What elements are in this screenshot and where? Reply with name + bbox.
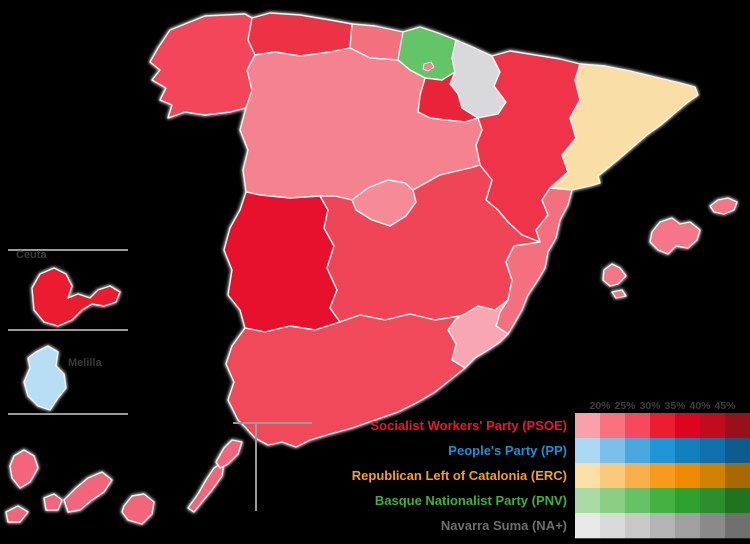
legend-swatch-pp-7 <box>725 438 750 464</box>
region-canary-islands <box>5 439 243 525</box>
legend-swatch-pnv-1 <box>575 488 601 514</box>
legend-swatch-na-plus-7 <box>725 513 750 539</box>
legend-swatch-pp-6 <box>700 438 726 464</box>
region-asturias <box>247 12 353 57</box>
legend-swatch-na-plus-5 <box>675 513 701 539</box>
canary-inset-corner-line <box>233 422 312 511</box>
region-balearic-islands <box>602 197 738 299</box>
island-ibiza <box>602 263 627 287</box>
legend-swatch-pp-3 <box>625 438 651 464</box>
legend: 20% 25% 30% 35% 40% 45% Socialist Workers' Pa… <box>352 400 750 539</box>
legend-swatch-pnv-4 <box>650 488 676 514</box>
island-tenerife <box>63 471 113 513</box>
legend-swatch-psoe-3 <box>625 413 651 439</box>
legend-swatch-pnv-2 <box>600 488 626 514</box>
island-la-gomera <box>43 493 63 511</box>
legend-swatch-erc-6 <box>700 463 726 489</box>
legend-swatch-pp-2 <box>600 438 626 464</box>
legend-label-erc: Republican Left of Catalonia (ERC) <box>352 468 567 483</box>
legend-scale-label-4: 35% <box>664 400 686 412</box>
legend-swatch-na-plus-1 <box>575 513 601 539</box>
legend-swatch-psoe-7 <box>725 413 750 439</box>
legend-scale-label-3: 30% <box>639 400 661 412</box>
legend-swatch-pp-5 <box>675 438 701 464</box>
legend-label-pp: People's Party (PP) <box>448 443 567 458</box>
legend-swatch-psoe-6 <box>700 413 726 439</box>
legend-label-na-plus: Navarra Suma (NA+) <box>441 518 567 533</box>
island-formentera <box>611 289 627 299</box>
region-trevino-enclave <box>422 61 435 72</box>
legend-swatch-pnv-5 <box>675 488 701 514</box>
region-extremadura <box>223 191 341 333</box>
island-gran-canaria <box>121 493 155 525</box>
ceuta-inset-label: Ceuta <box>16 249 47 261</box>
legend-scale-label-2: 25% <box>614 400 636 412</box>
region-ceuta <box>31 267 121 327</box>
legend-swatch-psoe-2 <box>600 413 626 439</box>
region-melilla <box>23 345 67 411</box>
island-el-hierro <box>5 505 29 523</box>
legend-swatch-na-plus-4 <box>650 513 676 539</box>
region-galicia <box>149 13 256 119</box>
legend-swatch-erc-1 <box>575 463 601 489</box>
legend-label-psoe: Socialist Workers' Party (PSOE) <box>371 418 567 433</box>
legend-swatch-grid <box>575 413 750 539</box>
legend-swatch-erc-3 <box>625 463 651 489</box>
island-mallorca <box>649 217 701 255</box>
legend-scale-label-5: 40% <box>689 400 711 412</box>
legend-swatch-psoe-1 <box>575 413 601 439</box>
legend-swatch-psoe-4 <box>650 413 676 439</box>
legend-swatch-pnv-7 <box>725 488 750 514</box>
legend-scale-label-1: 20% <box>589 400 611 412</box>
legend-swatch-psoe-5 <box>675 413 701 439</box>
island-menorca <box>709 197 738 215</box>
legend-swatch-pnv-3 <box>625 488 651 514</box>
melilla-inset-label: Melilla <box>68 357 103 369</box>
island-la-palma <box>9 449 39 489</box>
island-fuerteventura <box>187 461 225 513</box>
legend-swatch-na-plus-2 <box>600 513 626 539</box>
legend-swatch-erc-2 <box>600 463 626 489</box>
legend-swatch-na-plus-3 <box>625 513 651 539</box>
legend-swatch-erc-7 <box>725 463 750 489</box>
legend-swatch-erc-4 <box>650 463 676 489</box>
legend-swatch-pnv-6 <box>700 488 726 514</box>
legend-scale-label-6: 45% <box>714 400 736 412</box>
legend-swatch-na-plus-6 <box>700 513 726 539</box>
legend-scale-labels: 20% 25% 30% 35% 40% 45% <box>589 400 736 412</box>
region-catalonia <box>549 63 699 191</box>
legend-swatch-pp-4 <box>650 438 676 464</box>
island-lanzarote <box>215 439 243 469</box>
legend-swatch-pp-1 <box>575 438 601 464</box>
landmass-group <box>5 12 738 525</box>
legend-label-pnv: Basque Nationalist Party (PNV) <box>375 493 567 508</box>
legend-swatch-erc-5 <box>675 463 701 489</box>
